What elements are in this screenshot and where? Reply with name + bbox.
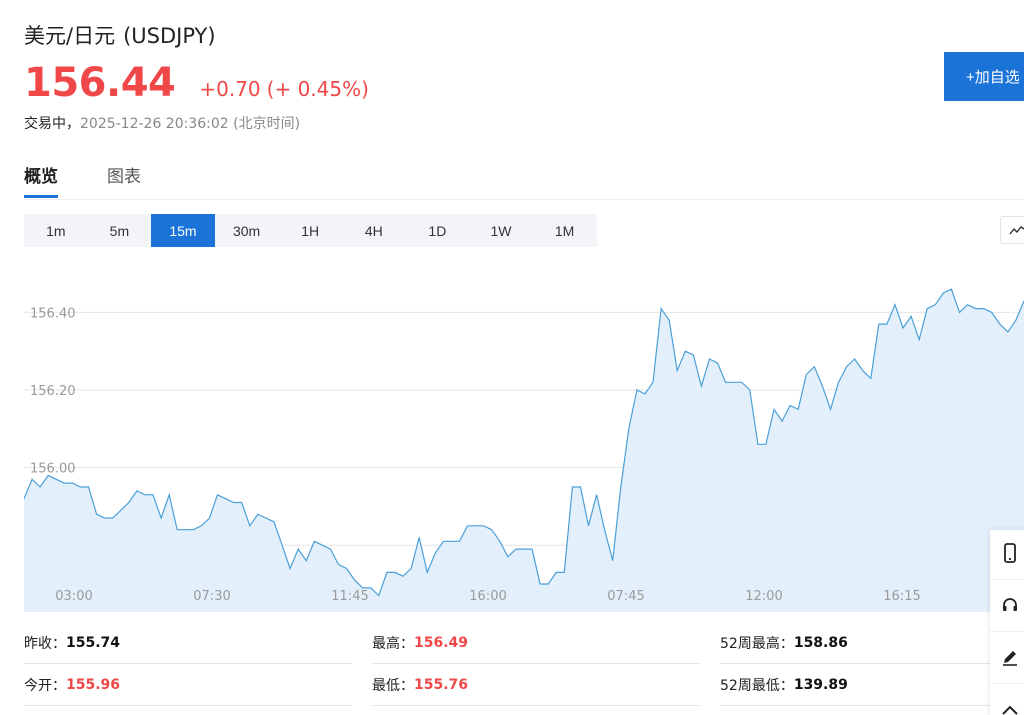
price-area — [24, 289, 1024, 612]
mobile-app-button[interactable] — [990, 530, 1024, 580]
price-chart-svg: 156.40156.20156.00155.8003:0007:3011:451… — [24, 288, 1024, 612]
stat-value: 139.89 — [793, 676, 848, 693]
stat-label: 52周最低： — [720, 677, 794, 694]
interval-4h[interactable]: 4H — [342, 214, 406, 247]
price-change: +0.70 — [199, 77, 261, 101]
interval-1w[interactable]: 1W — [469, 214, 533, 247]
x-tick-label: 16:00 — [469, 589, 506, 604]
x-tick-label: 16:15 — [883, 589, 920, 604]
headset-icon — [1001, 596, 1019, 618]
tab-overview[interactable]: 概览 — [24, 162, 58, 198]
interval-1d[interactable]: 1D — [406, 214, 470, 247]
pair-code: (USDJPY) — [123, 24, 216, 48]
stat-value: 156.49 — [414, 634, 469, 651]
interval-1m[interactable]: 1m — [24, 214, 88, 247]
y-tick-label: 156.20 — [30, 384, 76, 399]
pair-title: 美元/日元 (USDJPY) — [24, 20, 216, 50]
stat-label: 今开： — [24, 677, 66, 694]
x-tick-label: 07:45 — [607, 589, 644, 604]
interval-1h[interactable]: 1H — [278, 214, 342, 247]
stat-label: 最高： — [372, 635, 414, 652]
stat-value: 155.96 — [66, 676, 121, 693]
line-chart-icon — [1009, 226, 1024, 235]
pair-name: 美元/日元 — [24, 24, 116, 48]
x-tick-label: 03:00 — [55, 589, 92, 604]
price-change-percent: (+ 0.45%) — [266, 77, 369, 101]
stat-label: 昨收： — [24, 635, 66, 652]
price-row: 156.44 +0.70 (+ 0.45%) — [24, 60, 369, 106]
tab-chart[interactable]: 图表 — [107, 167, 141, 187]
trading-status-row: 交易中，2025-12-26 20:36:02 (北京时间) — [24, 113, 300, 133]
side-toolbar — [990, 530, 1024, 715]
stat-open: 今开： 155.96 — [24, 664, 352, 706]
stat-day-low: 最低： 155.76 — [372, 664, 700, 706]
stat-value: 158.86 — [793, 634, 848, 651]
chart-type-button[interactable] — [1000, 216, 1024, 244]
trading-status: 交易中， — [24, 116, 80, 132]
x-tick-label: 07:30 — [193, 589, 230, 604]
interval-1m[interactable]: 1M — [533, 214, 597, 247]
x-tick-label: 11:45 — [331, 589, 368, 604]
add-to-watchlist-button[interactable]: +加自选 — [944, 52, 1024, 101]
edit-icon — [1001, 648, 1019, 670]
quote-timestamp: 2025-12-26 20:36:02 (北京时间) — [80, 116, 301, 132]
stat-day-high: 最高： 156.49 — [372, 622, 700, 664]
stat-52w-high: 52周最高： 158.86 — [720, 622, 1024, 664]
y-tick-label: 156.40 — [30, 306, 76, 321]
stat-label: 最低： — [372, 677, 414, 694]
stat-label: 52周最高： — [720, 635, 794, 652]
back-to-top-button[interactable] — [990, 686, 1024, 715]
stat-value: 155.74 — [66, 634, 121, 651]
chevron-up-icon — [1001, 701, 1019, 715]
mobile-icon — [1003, 542, 1017, 567]
price-line — [24, 288, 1024, 597]
customer-service-button[interactable] — [990, 582, 1024, 632]
interval-15m[interactable]: 15m — [151, 214, 215, 247]
current-price: 156.44 — [24, 60, 176, 106]
x-tick-label: 12:00 — [745, 589, 782, 604]
y-tick-label: 156.00 — [30, 462, 76, 477]
stat-value: 155.76 — [414, 676, 469, 693]
interval-30m[interactable]: 30m — [215, 214, 279, 247]
interval-5m[interactable]: 5m — [88, 214, 152, 247]
interval-selector: 1m 5m 15m 30m 1H 4H 1D 1W 1M — [24, 214, 597, 247]
tab-bar: 概览 图表 — [24, 160, 1024, 200]
stat-52w-low: 52周最低： 139.89 — [720, 664, 1024, 706]
price-chart[interactable]: 156.40156.20156.00155.8003:0007:3011:451… — [24, 262, 1024, 612]
feedback-button[interactable] — [990, 634, 1024, 684]
stat-prev-close: 昨收： 155.74 — [24, 622, 352, 664]
